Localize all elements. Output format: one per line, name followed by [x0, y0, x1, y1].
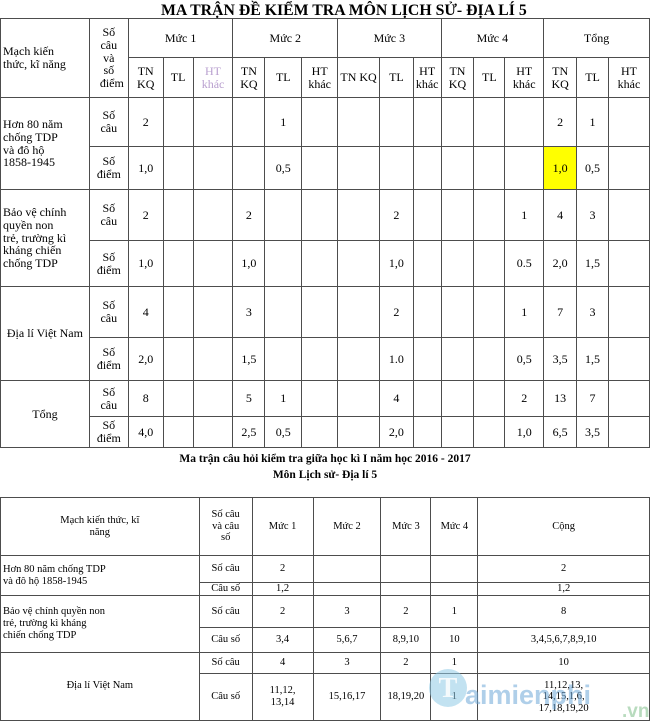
- svg-text:.vn: .vn: [622, 701, 649, 722]
- svg-text:aimienphi: aimienphi: [465, 680, 591, 710]
- svg-text:T: T: [439, 673, 458, 704]
